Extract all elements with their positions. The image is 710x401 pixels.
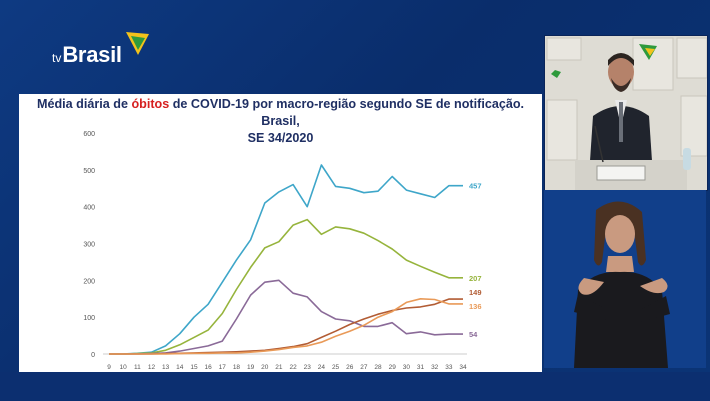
sign-language-interpreter-video	[544, 190, 706, 368]
x-tick-label: 26	[346, 364, 354, 371]
y-tick-label: 100	[83, 315, 95, 322]
series-end-label: 149	[469, 288, 482, 297]
x-tick-label: 21	[275, 364, 283, 371]
logo-mark-icon	[126, 32, 149, 55]
series-end-label: 207	[469, 274, 482, 283]
series-line-4	[109, 298, 463, 355]
x-tick-label: 11	[134, 364, 141, 371]
title-highlight: óbitos	[131, 97, 170, 111]
y-tick-label: 200	[83, 278, 95, 285]
x-tick-label: 29	[389, 364, 397, 371]
series-end-label: 54	[469, 330, 478, 339]
x-tick-label: 15	[190, 364, 198, 371]
y-tick-label: 600	[83, 131, 95, 138]
series-line-1	[109, 164, 463, 355]
x-tick-label: 13	[162, 364, 170, 371]
x-tick-label: 33	[445, 364, 453, 371]
series-line-5	[109, 298, 463, 355]
x-tick-label: 30	[403, 364, 411, 371]
logo-prefix: tv	[52, 51, 62, 65]
series-line-3	[109, 279, 463, 355]
y-tick-label: 300	[83, 242, 95, 249]
y-tick-label: 400	[83, 205, 95, 212]
title-line2: SE 34/2020	[247, 131, 314, 145]
x-tick-label: 16	[205, 364, 213, 371]
y-tick-label: 0	[91, 352, 95, 359]
x-tick-label: 19	[247, 364, 255, 371]
series-line-2	[109, 218, 463, 355]
x-tick-label: 14	[176, 364, 184, 371]
interpreter-scene	[544, 190, 706, 368]
title-part2: de COVID-19 por macro-região segundo SE …	[169, 97, 525, 128]
x-tick-label: 23	[304, 364, 312, 371]
speaker-video	[544, 35, 708, 191]
series-end-label: 457	[469, 182, 482, 191]
x-tick-label: 9	[107, 364, 111, 371]
x-tick-label: 24	[318, 364, 326, 371]
y-tick-label: 500	[83, 168, 95, 175]
x-tick-label: 25	[332, 364, 340, 371]
x-tick-label: 27	[360, 364, 368, 371]
line-chart: 0 100 200 300 400 500 600 9 10 11 12 13 14 15 16 17 18 19…	[83, 131, 482, 371]
title-part1: Média diária de	[36, 97, 132, 111]
x-tick-label: 22	[289, 364, 297, 371]
x-tick-label: 28	[374, 364, 382, 371]
x-tick-label: 20	[261, 364, 269, 371]
x-tick-label: 34	[459, 364, 467, 371]
x-tick-label: 10	[120, 364, 128, 371]
x-tick-label: 18	[233, 364, 241, 371]
chart-slide: Média diária de óbitos de COVID-19 por m…	[19, 94, 542, 373]
chart-title: Média diária de óbitos de COVID-19 por m…	[19, 96, 542, 147]
bottom-band	[0, 372, 710, 401]
logo-name: Brasil	[62, 42, 122, 67]
series-end-label: 136	[469, 302, 482, 311]
speaker-scene	[545, 36, 707, 190]
x-tick-label: 32	[431, 364, 439, 371]
x-tick-label: 17	[219, 364, 227, 371]
x-tick-label: 12	[148, 364, 156, 371]
x-tick-label: 31	[417, 364, 425, 371]
